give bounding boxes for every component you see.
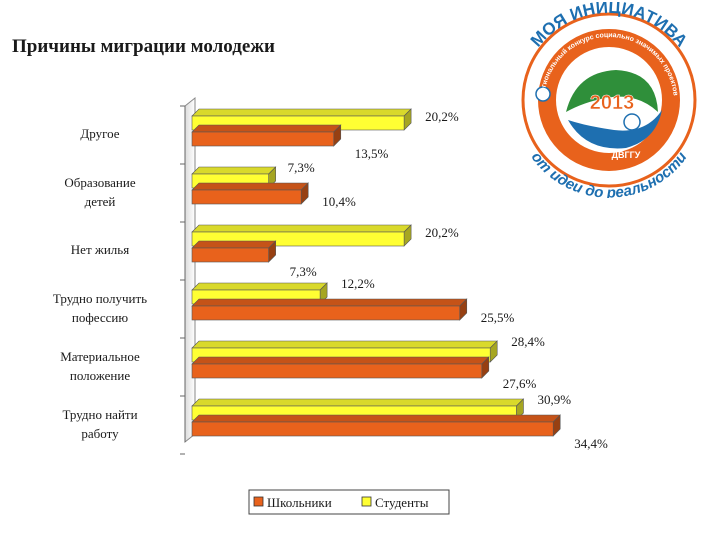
- bar-schoolchildren: [191, 240, 277, 263]
- value-label-students: 7,3%: [288, 160, 315, 175]
- logo-blue-swoosh: [568, 110, 662, 149]
- value-label-schoolchildren: 10,4%: [322, 194, 356, 209]
- logo-bubble-right: [623, 113, 641, 131]
- value-label-students: 12,2%: [341, 276, 375, 291]
- bar-schoolchildren: [191, 182, 309, 205]
- value-label-schoolchildren: 25,5%: [481, 310, 515, 325]
- category-label: Материальное: [60, 349, 140, 364]
- category-label: Трудно получить: [53, 291, 147, 306]
- bar-schoolchildren: [191, 124, 342, 147]
- category-label: Трудно найти: [62, 407, 137, 422]
- logo-bubble-left: [535, 86, 551, 102]
- value-label-schoolchildren: 34,4%: [574, 436, 608, 451]
- legend-swatch-schoolchildren: [253, 496, 264, 507]
- axis-wall: [184, 96, 196, 444]
- bar-schoolchildren: [191, 298, 468, 321]
- value-label-schoolchildren: 13,5%: [355, 146, 389, 161]
- category-labels: Другое Образование детей Нет жилья Трудно по…: [53, 126, 147, 441]
- logo-org: ДВГГУ: [612, 150, 641, 160]
- category-label: пофессию: [72, 310, 128, 325]
- legend-swatch-students: [361, 496, 372, 507]
- value-label-schoolchildren: 27,6%: [503, 376, 537, 391]
- category-label: Нет жилья: [71, 242, 129, 257]
- legend-label-students: Студенты: [375, 495, 429, 510]
- category-label: положение: [70, 368, 130, 383]
- logo-year: 2013: [590, 92, 635, 114]
- category-label: детей: [85, 194, 116, 209]
- value-label-students: 20,2%: [425, 109, 459, 124]
- contest-logo: 2013 МОЯ ИНИЦИАТИВА региональный конкурс…: [521, 2, 697, 198]
- value-labels: 20,2% 13,5% 7,3% 10,4% 20,2% 7,3% 12,2% 25,5% 28…: [288, 109, 608, 451]
- axis-ticks: [180, 105, 185, 455]
- category-label: Другое: [80, 126, 119, 141]
- category-label: Образование: [64, 175, 135, 190]
- chart-title: Причины миграции молодежи: [12, 36, 275, 57]
- value-label-schoolchildren: 7,3%: [290, 264, 317, 279]
- category-label: работу: [81, 426, 119, 441]
- bars-group: [191, 108, 561, 437]
- logo-green-swoosh: [566, 70, 658, 112]
- bar-schoolchildren: [191, 356, 490, 379]
- bar-schoolchildren: [191, 414, 561, 437]
- legend: Школьники Студенты: [248, 489, 450, 515]
- value-label-students: 20,2%: [425, 225, 459, 240]
- value-label-students: 28,4%: [511, 334, 545, 349]
- legend-label-schoolchildren: Школьники: [267, 495, 332, 510]
- value-label-students: 30,9%: [537, 392, 571, 407]
